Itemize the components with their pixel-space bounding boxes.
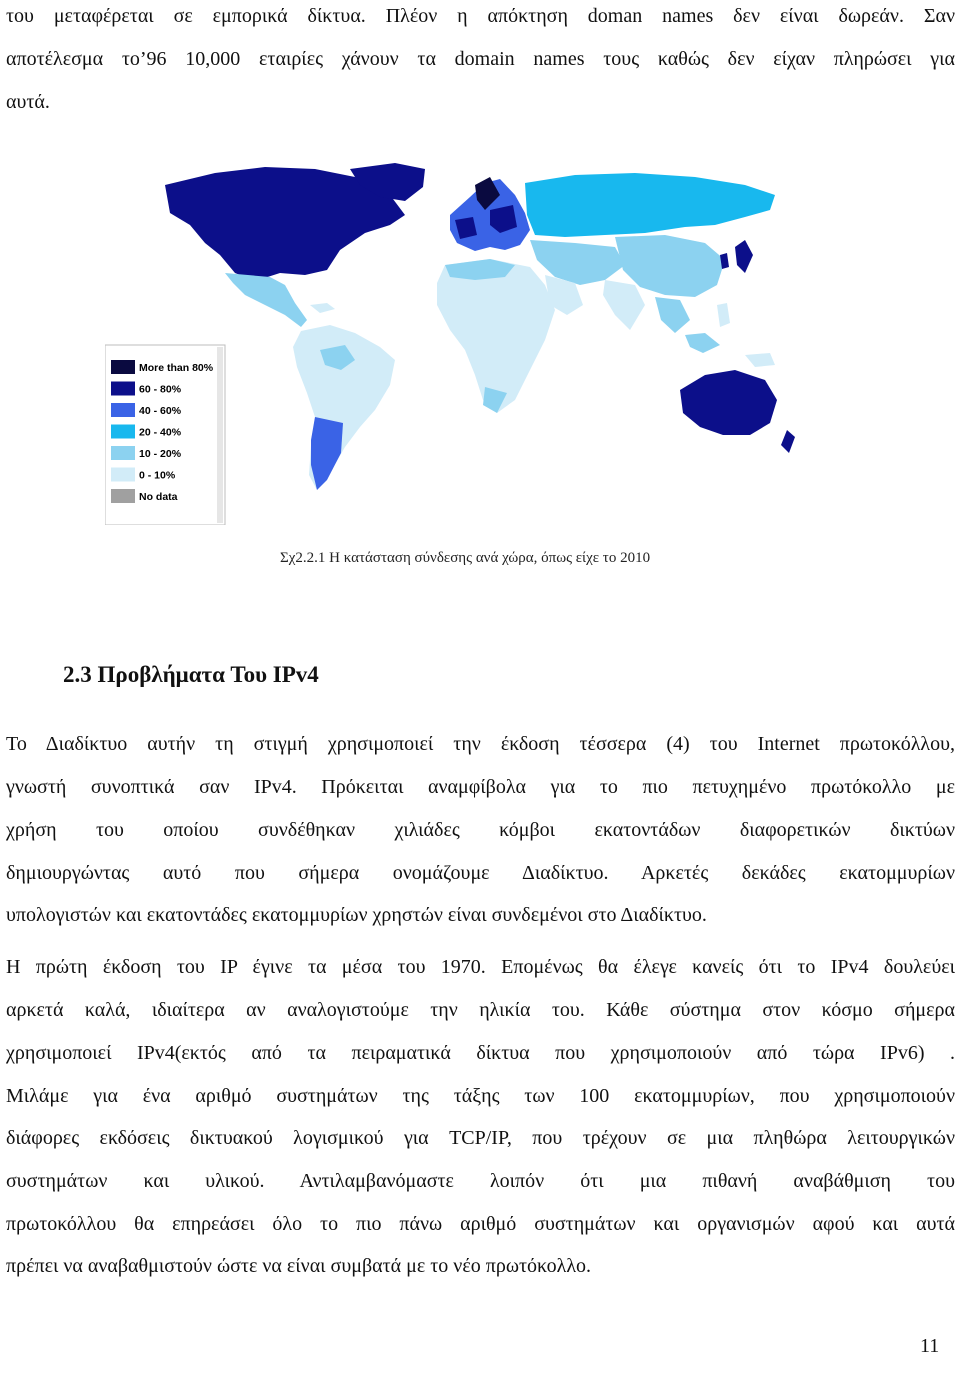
- legend-label: 20 - 40%: [139, 427, 182, 439]
- legend-label: 0 - 10%: [139, 470, 176, 482]
- section-line-8: χρησιμοποιεί IPv4(εκτός από τα πειραματι…: [6, 1042, 955, 1064]
- legend-swatch: [111, 424, 135, 439]
- section-line-4: δημιουργώντας αυτό που σήμερα ονομάζουμε…: [6, 862, 955, 884]
- section-line-10: διάφορες εκδόσεις δικτυακού λογισμικού γ…: [6, 1127, 955, 1149]
- map-africa: [437, 259, 555, 413]
- section-line-7: αρκετά καλά, ιδιαίτερα αν αναλογιστούμε …: [6, 999, 955, 1021]
- section-line-9: Μιλάμε για ένα αριθμό συστημάτων της τάξ…: [6, 1085, 955, 1107]
- intro-line-3: αυτά.: [6, 91, 50, 113]
- intro-line-2: αποτέλεσμα το’96 10,000 εταιρίες χάνουν …: [6, 48, 955, 70]
- map-india: [603, 280, 645, 330]
- legend-swatch: [111, 403, 135, 417]
- legend-label: 10 - 20%: [139, 448, 182, 460]
- legend-swatch: [111, 381, 135, 396]
- figure-caption: Σχ2.2.1 Η κατάσταση σύνδεσης ανά χώρα, ό…: [280, 550, 651, 566]
- map-australia: [680, 370, 777, 435]
- intro-line-1: του μεταφέρεται σε εμπορικά δίκτυα. Πλέο…: [6, 5, 955, 27]
- map-greenland: [350, 163, 425, 201]
- section-line-12: πρωτοκόλλου θα επηρεάσει όλο το πιο πάνω…: [6, 1213, 955, 1235]
- legend-swatch: [111, 360, 135, 374]
- map-china: [615, 235, 725, 297]
- section-line-1: Το Διαδίκτυο αυτήν τη στιγμή χρησιμοποιε…: [6, 733, 955, 755]
- legend-swatch: [111, 467, 135, 482]
- section-line-3: χρήση του οποίου συνδέθηκαν χιλιάδες κόμ…: [6, 819, 955, 841]
- legend-label: More than 80%: [139, 362, 214, 374]
- legend-swatch: [111, 489, 135, 503]
- section-line-11: συστημάτων και υλικού. Αντιλαμβανόμαστε …: [6, 1170, 955, 1192]
- section-heading: 2.3 Προβλήματα Του IPv4: [63, 662, 319, 687]
- legend-label: No data: [139, 491, 178, 503]
- section-line-5: υπολογιστών και εκατοντάδες εκατομμυρίων…: [6, 904, 707, 926]
- page-number: 11: [920, 1335, 940, 1357]
- map-mexico: [225, 273, 307, 327]
- legend-swatch: [111, 446, 135, 460]
- map-north-america: [165, 167, 405, 281]
- legend-label: 40 - 60%: [139, 405, 182, 417]
- legend-label: 60 - 80%: [139, 384, 182, 396]
- map-legend: More than 80% 60 - 80% 40 - 60% 20 - 40% 10 …: [111, 360, 214, 503]
- section-line-13: πρέπει να αναβαθμιστούν ώστε να είναι συ…: [6, 1255, 592, 1277]
- world-connectivity-map: More than 80% 60 - 80% 40 - 60% 20 - 40% 10 …: [104, 155, 795, 526]
- section-line-2: γνωστή συνοπτικά σαν IPv4. Πρόκειται ανα…: [6, 776, 955, 798]
- map-russia: [525, 173, 775, 237]
- section-line-6: Η πρώτη έκδοση του IP έγινε τα μέσα του …: [6, 956, 955, 978]
